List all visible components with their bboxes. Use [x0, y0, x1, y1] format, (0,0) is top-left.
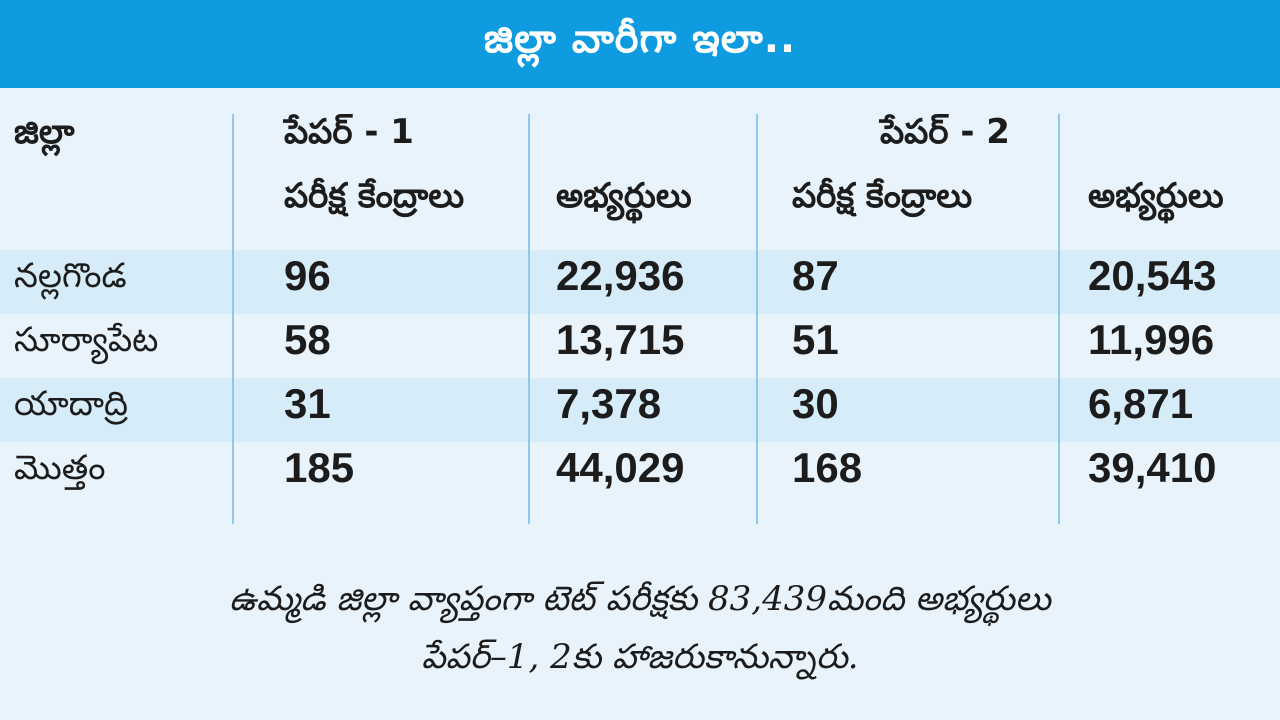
row-p2-centers: 168 [792, 444, 863, 491]
column-divider [756, 114, 758, 524]
column-divider [1058, 114, 1060, 524]
column-divider [232, 114, 234, 524]
row-district: సూర్యాపేట [14, 320, 159, 360]
header-paper1: పేపర్ - 1 [284, 112, 414, 152]
header-p1-candidates: అభ్యర్థులు [556, 176, 692, 216]
row-p1-candidates: 44,029 [556, 444, 685, 491]
row-band-1 [0, 250, 1280, 314]
row-band-4 [0, 442, 1280, 506]
header-p2-candidates: అభ్యర్థులు [1088, 176, 1224, 216]
header-district: జిల్లా [14, 112, 75, 152]
header-paper2: పేపర్ - 2 [880, 112, 1010, 152]
row-p2-candidates: 20,543 [1088, 252, 1217, 299]
row-band-3 [0, 378, 1280, 442]
row-band-2 [0, 314, 1280, 378]
row-district: యాదాద్రి [14, 384, 129, 424]
row-p1-centers: 185 [284, 444, 355, 491]
row-p1-centers: 96 [284, 252, 331, 299]
row-p2-centers: 30 [792, 380, 839, 427]
header-p2-centers: పరీక్ష కేంద్రాలు [792, 176, 973, 216]
header-p1-centers: పరీక్ష కేంద్రాలు [284, 176, 465, 216]
row-p1-candidates: 7,378 [556, 380, 662, 427]
row-p1-candidates: 13,715 [556, 316, 685, 363]
footer-caption: ఉమ్మడి జిల్లా వ్యాప్తంగా టెట్ పరీక్షకు 8… [0, 570, 1280, 686]
row-district: నల్లగొండ [14, 256, 127, 296]
row-p2-candidates: 11,996 [1088, 316, 1215, 363]
row-total-label: మొత్తం [14, 448, 106, 488]
title-banner: జిల్లా వారీగా ఇలా.. [0, 0, 1280, 88]
row-p2-candidates: 6,871 [1088, 380, 1194, 427]
footer-line-2: పేపర్–1, 2కు హాజరుకానున్నారు. [421, 637, 859, 677]
page-title: జిల్లా వారీగా ఇలా.. [483, 16, 797, 62]
row-p2-centers: 87 [792, 252, 839, 299]
row-p2-candidates: 39,410 [1088, 444, 1217, 491]
footer-line-1: ఉమ్మడి జిల్లా వ్యాప్తంగా టెట్ పరీక్షకు 8… [229, 579, 1051, 619]
row-p1-centers: 31 [284, 380, 331, 427]
row-p1-candidates: 22,936 [556, 252, 685, 299]
row-p2-centers: 51 [792, 316, 839, 363]
row-p1-centers: 58 [284, 316, 331, 363]
column-divider [528, 114, 530, 524]
